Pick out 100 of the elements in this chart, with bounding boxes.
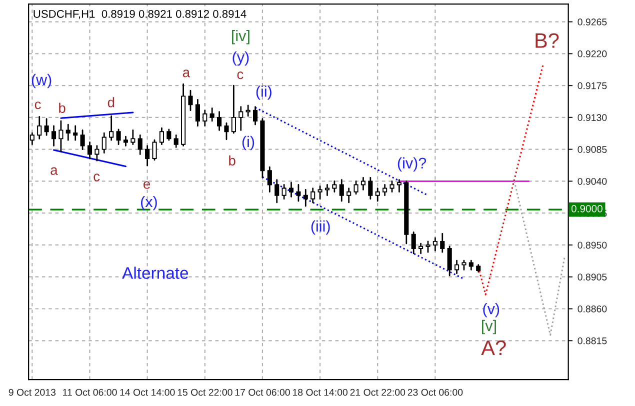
annotation: c	[34, 102, 41, 110]
candlestick	[252, 106, 258, 126]
annotation: B?	[536, 33, 559, 48]
candlestick	[375, 188, 380, 202]
y-tick-label: 0.9265	[578, 18, 607, 26]
annotation: (i)	[242, 136, 254, 150]
candlestick	[346, 188, 352, 204]
chart-title: USDCHF,H1 0.8919 0.8921 0.8912 0.8914	[34, 10, 246, 20]
candlestick	[303, 189, 308, 207]
candlestick	[468, 260, 474, 270]
candlestick	[80, 129, 85, 150]
candlestick	[123, 136, 128, 146]
annotation: c	[237, 72, 244, 80]
x-tick-label: 23 Oct 06:00	[408, 388, 463, 396]
y-tick-label: 0.9220	[578, 50, 607, 58]
candlestick	[51, 125, 56, 146]
annotation: (iv)?	[398, 157, 426, 172]
candlestick	[73, 125, 78, 141]
y-tick-label: 0.9040	[578, 178, 607, 185]
annotation: (ii)	[256, 86, 272, 100]
candlestick	[37, 116, 42, 140]
annotation: c	[94, 174, 100, 182]
annotation: (w)	[32, 74, 52, 88]
candlestick	[102, 132, 106, 154]
candlestick	[432, 237, 438, 252]
candlestick	[411, 232, 416, 254]
x-tick-label: 21 Oct 22:00	[350, 388, 406, 396]
candlestick	[231, 84, 236, 134]
candlestick	[202, 110, 208, 127]
annotation: b	[229, 155, 236, 166]
candlestick	[246, 104, 250, 117]
candlestick	[210, 108, 214, 122]
candlestick	[166, 128, 172, 141]
y-tick-label: 0.9130	[578, 114, 607, 122]
annotation: e	[144, 181, 150, 189]
candlestick	[440, 232, 445, 253]
annotation: a	[182, 70, 190, 78]
annotation: (x)	[140, 196, 157, 210]
candlestick	[426, 240, 430, 253]
candlestick	[145, 145, 150, 166]
candlestick	[396, 179, 402, 193]
candlestick	[368, 176, 373, 200]
candlestick	[152, 139, 157, 161]
candlestick	[66, 124, 70, 141]
annotation: d	[108, 97, 114, 108]
candlestick	[339, 179, 344, 202]
candlestick	[44, 118, 49, 136]
candlestick	[282, 184, 286, 200]
candlestick	[217, 111, 222, 131]
candlestick	[462, 260, 466, 270]
annotation: A?	[481, 340, 506, 355]
ref-line-label: 0.9000	[571, 204, 602, 212]
candlestick	[116, 128, 121, 146]
annotation: [iv]	[232, 30, 250, 44]
x-tick-label: 11 Oct 06:00	[63, 388, 117, 396]
candlestick	[267, 166, 272, 193]
y-tick-label: 0.9175	[578, 82, 607, 90]
candlestick	[332, 180, 337, 193]
annotation: a	[50, 167, 58, 175]
x-tick-label: 9 Oct 2013	[8, 388, 56, 396]
candlestick	[354, 180, 358, 195]
candlestick	[58, 120, 64, 152]
candlestick	[94, 145, 100, 162]
candlestick	[238, 106, 244, 131]
candlestick	[288, 182, 294, 198]
candlestick	[174, 134, 178, 148]
x-tick-label: 17 Oct 06:00	[235, 388, 290, 396]
y-tick-label: 0.9085	[578, 146, 607, 153]
candlestick	[159, 127, 164, 146]
x-tick-label: 15 Oct 22:00	[178, 388, 232, 396]
candlestick	[418, 242, 424, 254]
candlestick	[130, 129, 136, 146]
annotation: [v]	[482, 320, 496, 334]
annotation: (y)	[232, 51, 249, 66]
candlestick	[224, 122, 229, 140]
y-tick-label: 0.8950	[578, 242, 607, 249]
candlestick	[195, 99, 200, 127]
candlestick	[447, 246, 452, 276]
candlestick	[138, 134, 142, 155]
candlestick	[274, 179, 280, 204]
candlestick	[188, 90, 193, 112]
candlestick	[360, 176, 366, 190]
x-tick-label: 14 Oct 14:00	[120, 388, 175, 396]
y-tick-label: 0.8815	[578, 337, 607, 344]
y-tick-label: 0.8860	[578, 305, 607, 312]
annotation: b	[59, 102, 66, 113]
y-tick-label: 0.8905	[578, 274, 607, 280]
candlestick	[390, 180, 394, 193]
candlestick	[310, 188, 316, 204]
candlestick	[296, 184, 301, 202]
annotation: (v)	[483, 303, 500, 318]
candlestick	[318, 185, 322, 200]
candlestick	[382, 184, 388, 196]
candlestick	[87, 142, 92, 160]
x-tick-label: 18 Oct 14:00	[292, 388, 348, 396]
candlestick	[324, 184, 330, 196]
annotation: Alternate	[122, 266, 188, 279]
candlestick	[109, 115, 114, 141]
candlestick	[454, 260, 460, 274]
annotation: (iii)	[311, 220, 330, 235]
